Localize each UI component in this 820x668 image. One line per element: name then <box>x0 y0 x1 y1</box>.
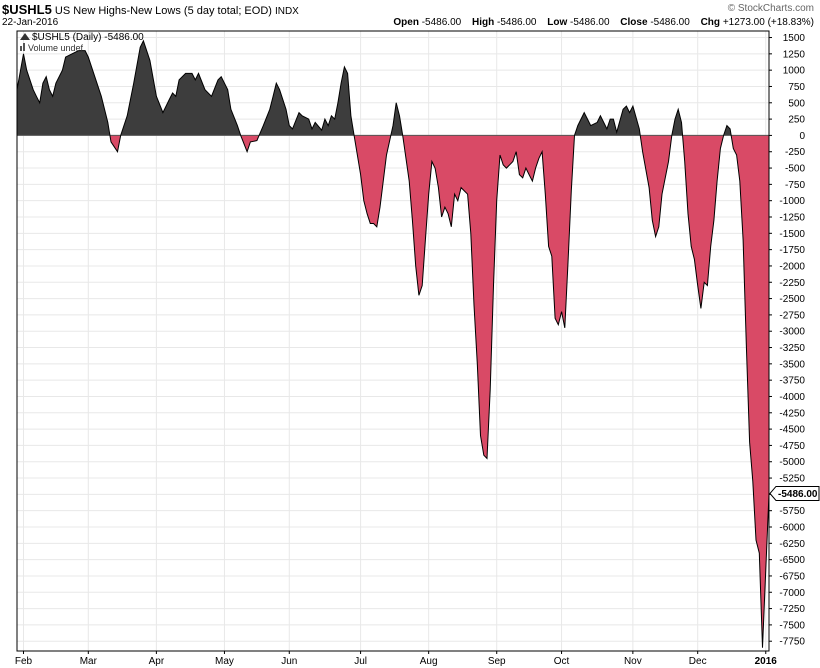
y-tick-label: -7750 <box>779 637 805 648</box>
y-tick-label: -5000 <box>779 457 805 468</box>
last-value-tag: -5486.00 <box>769 485 820 501</box>
x-tick-label: Sep <box>488 656 506 667</box>
y-tick-label: -5750 <box>779 506 805 517</box>
y-tick-label: -500 <box>785 164 805 175</box>
x-tick-label: May <box>215 656 234 667</box>
y-tick-label: 500 <box>788 98 805 109</box>
y-tick-label: -3000 <box>779 327 805 338</box>
x-tick-label: Dec <box>689 656 707 667</box>
y-axis: 1500 1250 1000 750 500 250 0 -250 -500 -750 -1000 -… <box>769 33 820 648</box>
open-value: -5486.00 <box>421 17 462 28</box>
y-tick-label: -2250 <box>779 278 805 289</box>
chart-title: $USHL5 US New Highs-New Lows (5 day tota… <box>2 2 299 17</box>
chg-label: Chg <box>700 17 721 28</box>
y-tick-label: -6750 <box>779 571 805 582</box>
y-tick-label: -4250 <box>779 408 805 419</box>
y-tick-label: -7500 <box>779 620 805 631</box>
y-tick-label: -4000 <box>779 392 805 403</box>
low-value: -5486.00 <box>570 17 610 28</box>
y-tick-label: -1250 <box>779 213 805 224</box>
brand-label: © StockCharts.com <box>727 3 814 14</box>
high-label: High <box>471 17 495 28</box>
legend: $USHL5 (Daily) -5486.00 Volume undef <box>20 32 144 53</box>
x-axis: Feb Mar Apr May Jun Jul Aug Sep Oct Nov Dec 2016 <box>15 651 777 667</box>
symbol-label: $USHL5 <box>2 2 52 17</box>
y-tick-label: 1000 <box>783 66 806 77</box>
y-tick-label: -250 <box>785 147 805 158</box>
last-value-box <box>769 485 820 501</box>
y-tick-label: -3250 <box>779 343 805 354</box>
y-tick-label: -1000 <box>779 196 805 207</box>
plot-border <box>16 30 770 652</box>
x-tick-label: Jun <box>281 656 297 667</box>
exchange-label: INDX <box>274 6 299 17</box>
y-tick-label: -6000 <box>779 523 805 534</box>
volume-legend-text: Volume undef <box>28 43 84 53</box>
y-tick-label: -7250 <box>779 604 805 615</box>
x-tick-label: Apr <box>149 656 165 667</box>
y-tick-label: -4500 <box>779 425 805 436</box>
x-tick-label: Aug <box>420 656 438 667</box>
y-tick-label: -3750 <box>779 376 805 387</box>
description-label: US New Highs-New Lows (5 day total; EOD) <box>54 5 272 17</box>
x-tick-label: Oct <box>554 656 570 667</box>
high-value: -5486.00 <box>496 17 537 28</box>
y-tick-label: -3500 <box>779 359 805 370</box>
volume-bar-icon <box>23 43 25 51</box>
close-value: -5486.00 <box>650 17 690 28</box>
chg-value: +1273.00 (+18.83%) <box>722 17 814 28</box>
area-layer <box>16 39 770 648</box>
y-tick-label: -6500 <box>779 555 805 566</box>
negative-area <box>109 135 769 648</box>
series-legend-icon <box>20 33 30 40</box>
x-tick-label: Jul <box>354 656 367 667</box>
y-tick-label: -2750 <box>779 310 805 321</box>
x-tick-label: 2016 <box>755 656 778 667</box>
series-line <box>16 39 770 648</box>
y-tick-label: 250 <box>788 115 805 126</box>
y-tick-label: 0 <box>799 131 805 142</box>
x-tick-label: Nov <box>624 656 642 667</box>
y-tick-label: 1250 <box>783 49 806 60</box>
y-tick-label: -2000 <box>779 261 805 272</box>
low-label: Low <box>547 17 568 28</box>
series-legend-text: $USHL5 (Daily) -5486.00 <box>32 32 144 43</box>
y-tick-label: -750 <box>785 180 805 191</box>
y-tick-label: -1750 <box>779 245 805 256</box>
date-label: 22-Jan-2016 <box>2 17 59 28</box>
y-tick-label: -7000 <box>779 588 805 599</box>
open-label: Open <box>393 17 419 28</box>
y-tick-label: -4750 <box>779 441 805 452</box>
x-tick-label: Feb <box>15 656 33 667</box>
y-tick-label: 750 <box>788 82 805 93</box>
y-tick-label: -5250 <box>779 474 805 485</box>
y-tick-label: -1500 <box>779 229 805 240</box>
last-value-label: -5486.00 <box>778 489 818 500</box>
y-tick-label: -6250 <box>779 539 805 550</box>
volume-bar-icon <box>20 46 22 51</box>
plot-frame <box>16 30 770 652</box>
x-tick-label: Mar <box>80 656 98 667</box>
positive-area <box>17 40 769 136</box>
close-label: Close <box>620 17 648 28</box>
y-tick-label: 1500 <box>783 33 806 44</box>
ohlc-readout: Open -5486.00 High -5486.00 Low -5486.00… <box>385 17 814 28</box>
y-tick-label: -2500 <box>779 294 805 305</box>
